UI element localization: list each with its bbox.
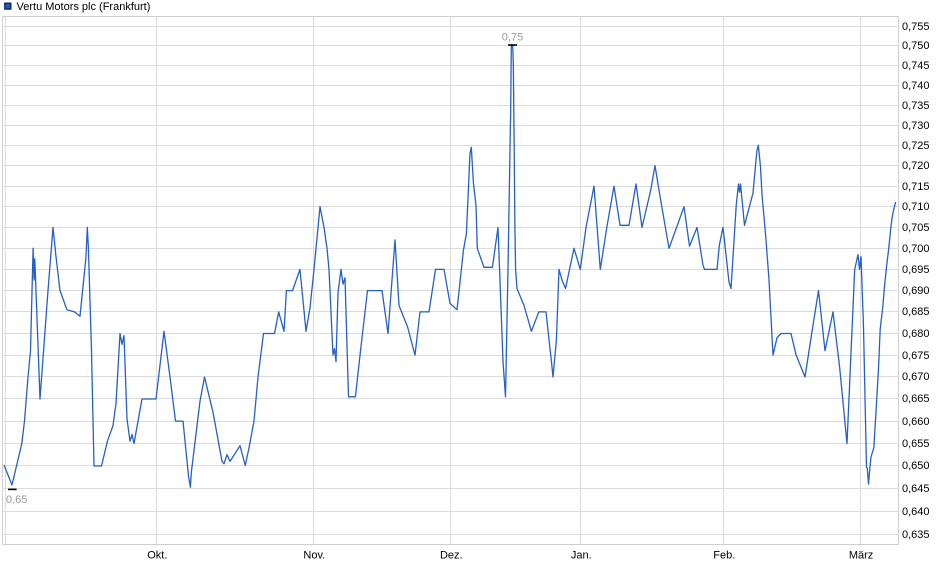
svg-text:0,725: 0,725 xyxy=(902,140,930,152)
svg-text:0,655: 0,655 xyxy=(902,438,930,450)
svg-text:0,640: 0,640 xyxy=(902,506,930,518)
svg-text:0,730: 0,730 xyxy=(902,120,930,132)
svg-text:0,740: 0,740 xyxy=(902,80,930,92)
svg-text:0,690: 0,690 xyxy=(902,285,930,297)
svg-text:0,650: 0,650 xyxy=(902,460,930,472)
svg-text:0,660: 0,660 xyxy=(902,416,930,428)
svg-text:0,680: 0,680 xyxy=(902,328,930,340)
svg-text:0,645: 0,645 xyxy=(902,483,930,495)
svg-text:Jan.: Jan. xyxy=(571,550,592,562)
svg-text:0,635: 0,635 xyxy=(902,529,930,541)
svg-text:0,755: 0,755 xyxy=(902,21,930,33)
svg-text:Feb.: Feb. xyxy=(713,550,735,562)
svg-text:0,705: 0,705 xyxy=(902,222,930,234)
svg-text:0,710: 0,710 xyxy=(902,201,930,213)
svg-text:0,735: 0,735 xyxy=(902,100,930,112)
svg-text:0,695: 0,695 xyxy=(902,264,930,276)
svg-text:0,685: 0,685 xyxy=(902,306,930,318)
svg-text:Nov.: Nov. xyxy=(303,550,325,562)
svg-text:0,745: 0,745 xyxy=(902,60,930,72)
svg-text:0,715: 0,715 xyxy=(902,181,930,193)
svg-text:Dez.: Dez. xyxy=(440,550,463,562)
svg-text:0,675: 0,675 xyxy=(902,350,930,362)
svg-text:0,750: 0,750 xyxy=(902,40,930,52)
svg-text:0,720: 0,720 xyxy=(902,160,930,172)
svg-text:März: März xyxy=(849,550,873,562)
svg-text:0,75: 0,75 xyxy=(502,32,523,44)
svg-text:0,700: 0,700 xyxy=(902,243,930,255)
svg-text:Okt.: Okt. xyxy=(147,550,167,562)
svg-text:0,665: 0,665 xyxy=(902,393,930,405)
svg-text:0,65: 0,65 xyxy=(6,494,27,506)
svg-text:Vertu Motors plc (Frankfurt): Vertu Motors plc (Frankfurt) xyxy=(17,1,151,13)
svg-text:0,670: 0,670 xyxy=(902,371,930,383)
